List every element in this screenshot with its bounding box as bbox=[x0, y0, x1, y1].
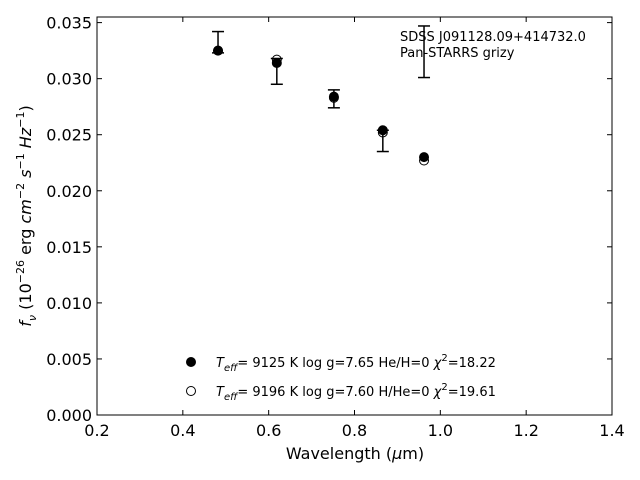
x-tick-label: 0.4 bbox=[170, 421, 195, 440]
y-tick-label: 0.030 bbox=[46, 70, 92, 89]
y-tick-label: 0.035 bbox=[46, 14, 92, 33]
x-tick-label: 0.8 bbox=[342, 421, 367, 440]
y-tick-label: 0.000 bbox=[46, 406, 92, 425]
model-point-filled bbox=[213, 45, 224, 56]
legend: Teff= 9125 K log g=7.65 He/H=0 χ2=18.22 … bbox=[186, 353, 496, 403]
legend-marker-open bbox=[186, 386, 196, 396]
model-point-filled bbox=[328, 91, 339, 102]
x-tick-label: 1.2 bbox=[513, 421, 538, 440]
axis-ticks: 0.2 0.4 0.6 0.8 1.0 1.2 1.4 0.000 0.005 0.010 0.01… bbox=[46, 14, 625, 440]
y-tick-label: 0.025 bbox=[46, 126, 92, 145]
y-tick-label: 0.015 bbox=[46, 238, 92, 257]
x-axis-label: Wavelength (μm) bbox=[286, 444, 424, 463]
y-tick-label: 0.005 bbox=[46, 350, 92, 369]
legend-entry-1: Teff= 9125 K log g=7.65 He/H=0 χ2=18.22 bbox=[216, 353, 496, 374]
x-tick-label: 0.6 bbox=[256, 421, 281, 440]
x-tick-label: 0.2 bbox=[84, 421, 109, 440]
x-tick-label: 1.4 bbox=[599, 421, 624, 440]
model-point-filled bbox=[419, 152, 430, 163]
x-tick-label: 1.0 bbox=[428, 421, 453, 440]
legend-entry-2: Teff= 9196 K log g=7.60 H/He=0 χ2=19.61 bbox=[216, 382, 496, 403]
model-point-filled bbox=[377, 125, 388, 136]
y-axis-label: fν (10−26 erg cm−2 s−1 Hz−1) bbox=[14, 105, 39, 326]
y-tick-label: 0.020 bbox=[46, 182, 92, 201]
model-point-filled bbox=[271, 57, 282, 68]
y-tick-label: 0.010 bbox=[46, 294, 92, 313]
legend-marker-filled bbox=[186, 357, 196, 367]
annotation-line-1: SDSS J091128.09+414732.0 bbox=[400, 30, 586, 45]
data-marks bbox=[212, 25, 431, 166]
plot-area bbox=[96, 16, 613, 416]
annotation-line-2: Pan-STARRS grizy bbox=[400, 46, 515, 61]
